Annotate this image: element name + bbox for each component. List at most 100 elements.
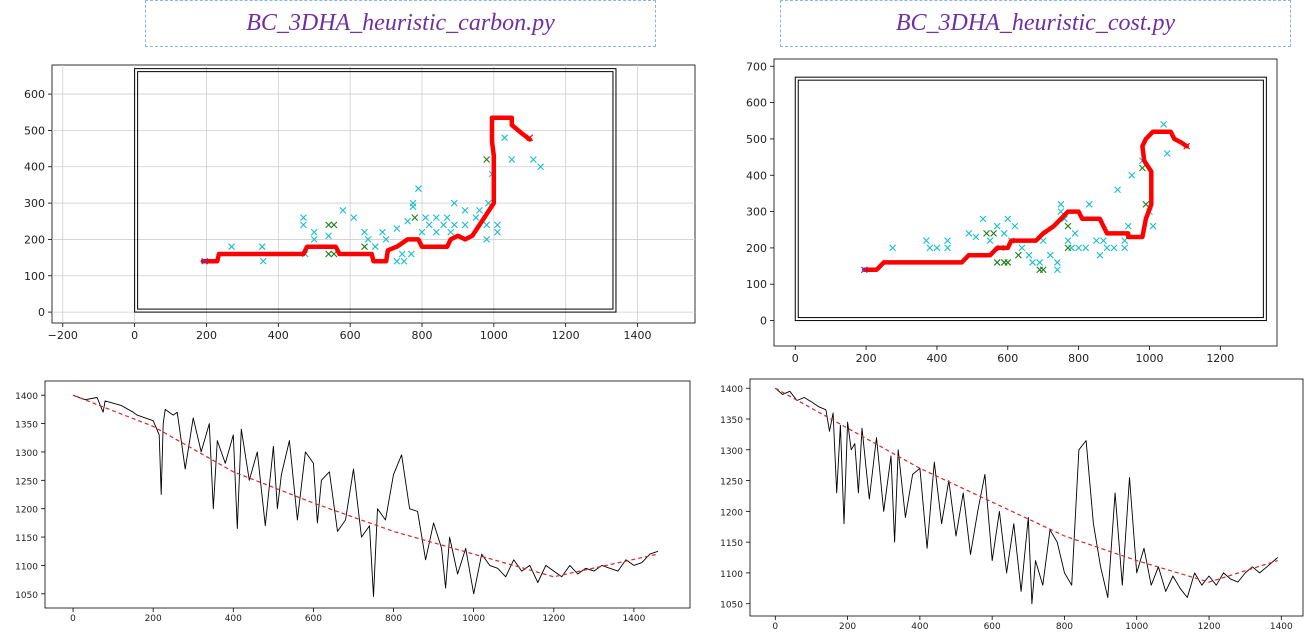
obstacle-point-b bbox=[379, 228, 386, 236]
y-tick-label: 1300 bbox=[15, 449, 38, 459]
x-tick-label: 600 bbox=[340, 329, 361, 342]
y-tick-label: 0 bbox=[38, 306, 45, 319]
obstacle-point-b bbox=[483, 221, 491, 229]
x-tick-label: 800 bbox=[1068, 352, 1089, 365]
obstacle-point-b bbox=[1053, 259, 1061, 266]
obstacle-point-green bbox=[1064, 222, 1072, 230]
obstacle-point-green bbox=[325, 221, 332, 229]
y-tick-label: 1050 bbox=[15, 591, 38, 601]
obstacle-point bbox=[1011, 222, 1019, 230]
obstacle-point-b bbox=[1036, 259, 1044, 266]
obstacle-point-b bbox=[1124, 222, 1132, 230]
obstacle-point-b bbox=[398, 250, 406, 258]
obstacle-point-b bbox=[228, 243, 235, 251]
x-tick-label: 600 bbox=[997, 352, 1018, 365]
obstacle-point bbox=[325, 232, 332, 240]
obstacle-point-green bbox=[993, 259, 1001, 266]
left-title: BC_3DHA_heuristic_carbon.py bbox=[246, 10, 555, 36]
obstacle-point bbox=[415, 185, 422, 192]
obstacle-point-b bbox=[986, 237, 994, 245]
obstacle-point-b bbox=[407, 250, 415, 258]
boundary-outer bbox=[134, 68, 617, 313]
panel-path-cost: 0 200 400 600 800 1000 1200 0 100 200 300 400 500 600… bbox=[746, 58, 1278, 365]
trend-line bbox=[72, 394, 659, 578]
obstacle-point-green-b bbox=[411, 214, 419, 222]
panel-profile-cost: 0 200 400 600 800 1000 1200 1400 1050 1100 1150 120… bbox=[720, 378, 1304, 632]
obstacle-point bbox=[494, 228, 501, 236]
obstacle-point-green-b bbox=[483, 156, 491, 163]
y-tick-label: 1200 bbox=[720, 508, 743, 518]
obstacle-point bbox=[965, 229, 973, 237]
obstacle-point-b bbox=[944, 237, 951, 245]
obstacle-point bbox=[472, 214, 480, 222]
obstacle-point bbox=[1163, 150, 1171, 157]
obstacle-point-b bbox=[310, 236, 318, 243]
obstacle-point bbox=[1036, 259, 1044, 266]
obstacle-point bbox=[1000, 229, 1008, 237]
obstacle-point-b bbox=[1103, 244, 1111, 252]
obstacle-point-b bbox=[476, 206, 483, 214]
obstacle-point-green-b bbox=[361, 243, 368, 251]
obstacle-point bbox=[926, 244, 934, 252]
x-tick-label: 1400 bbox=[1270, 622, 1293, 632]
obstacle-point bbox=[1100, 237, 1107, 245]
obstacle-point-green bbox=[325, 250, 332, 258]
obstacle-point-b bbox=[1000, 229, 1008, 237]
obstacle-point-b bbox=[393, 225, 401, 232]
obstacle-point bbox=[364, 236, 372, 243]
right-title: BC_3DHA_heuristic_cost.py bbox=[895, 10, 1176, 36]
obstacle-point-green bbox=[1004, 259, 1012, 266]
elevation-profile-line bbox=[775, 387, 1278, 605]
x-tick-label: 800 bbox=[411, 329, 432, 342]
goal-marker-b bbox=[526, 134, 534, 142]
obstacle-point-b bbox=[485, 199, 492, 207]
obstacle-point-green-b bbox=[993, 259, 1001, 266]
obstacle-point bbox=[1071, 229, 1079, 237]
obstacle-point bbox=[300, 214, 307, 222]
goal-marker-b bbox=[1183, 142, 1191, 150]
obstacle-point-b bbox=[418, 228, 426, 236]
obstacle-point bbox=[407, 250, 415, 258]
obstacle-point-green bbox=[1015, 251, 1022, 259]
obstacle-point-green-b bbox=[1064, 244, 1072, 252]
y-tick-label: 1250 bbox=[15, 477, 38, 487]
y-tick-label: 1250 bbox=[720, 478, 743, 488]
obstacle-point-b bbox=[440, 221, 447, 229]
obstacle-point-b bbox=[415, 185, 422, 192]
obstacle-point-b bbox=[310, 228, 318, 236]
y-tick-label: 1150 bbox=[15, 534, 38, 544]
obstacle-point bbox=[1039, 237, 1047, 245]
obstacle-point bbox=[1092, 237, 1100, 245]
obstacle-point bbox=[501, 134, 509, 142]
boundary-inner bbox=[797, 79, 1264, 319]
start-marker-b bbox=[860, 266, 868, 274]
obstacle-point-b bbox=[933, 244, 941, 252]
obstacle-point bbox=[404, 217, 412, 225]
obstacle-point-b bbox=[1096, 251, 1104, 259]
goal-marker bbox=[1183, 142, 1191, 150]
panel-path-carbon: −200 0 200 400 600 800 1000 1200 140001002003004… bbox=[24, 64, 696, 342]
obstacle-point bbox=[228, 243, 235, 251]
obstacle-point-b bbox=[993, 222, 1001, 230]
plot-frame bbox=[749, 378, 1304, 617]
obstacle-point-b bbox=[965, 229, 973, 237]
x-tick-label: 600 bbox=[305, 614, 322, 624]
obstacle-point-green-b bbox=[325, 250, 332, 258]
obstacle-point-b bbox=[1075, 244, 1083, 252]
obstacle-point bbox=[483, 221, 491, 229]
obstacle-point-b bbox=[1085, 200, 1093, 208]
x-tick-label: 1200 bbox=[1198, 622, 1221, 632]
obstacle-point bbox=[258, 243, 266, 251]
obstacle-point bbox=[400, 257, 408, 265]
obstacle-point-b bbox=[472, 214, 480, 222]
obstacle-point-b bbox=[537, 163, 544, 171]
obstacle-point-green-b bbox=[1015, 251, 1022, 259]
obstacle-point-b bbox=[393, 257, 401, 265]
obstacle-point bbox=[393, 225, 401, 232]
obstacle-point-b bbox=[1046, 251, 1054, 259]
obstacle-point bbox=[398, 250, 406, 258]
elevation-profile-line bbox=[72, 394, 659, 598]
obstacle-point-b bbox=[258, 243, 266, 251]
y-tick-label: 300 bbox=[746, 206, 767, 219]
